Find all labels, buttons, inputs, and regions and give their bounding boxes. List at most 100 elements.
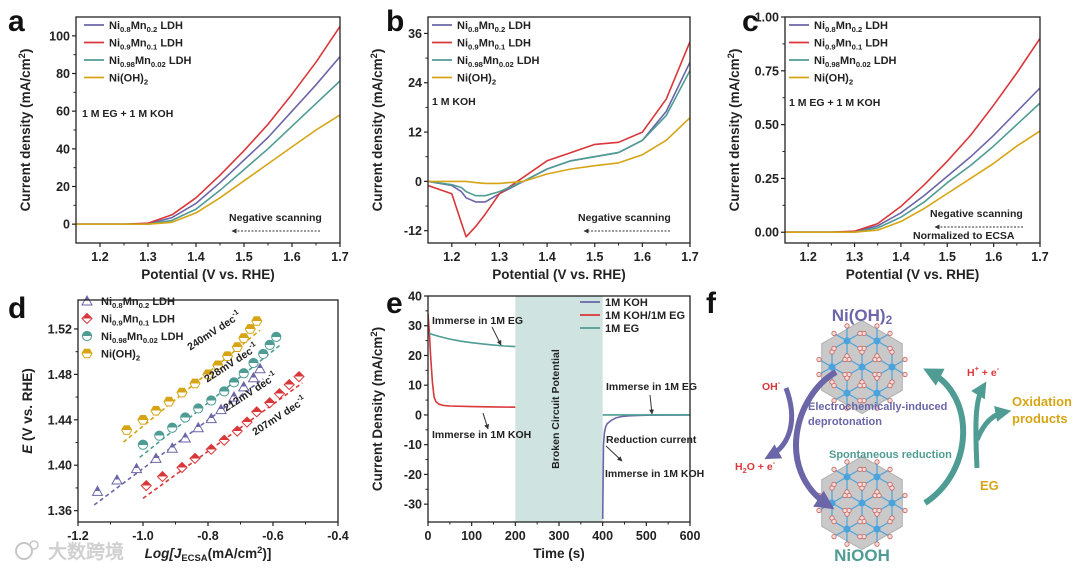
panel-letter: d	[8, 292, 26, 325]
x-tick-label: 1.6	[985, 250, 1002, 264]
panel-b: b 1.2 1.3 1.4 1.5 1.6 1.7 -12 0 12 24 36 Potential (…	[369, 5, 699, 282]
circle-marker	[238, 368, 249, 379]
annotation: 1 M KOH	[432, 96, 476, 108]
legend-label: 1M EG	[605, 323, 639, 335]
oxygen-atom	[844, 375, 850, 381]
series-line	[428, 117, 690, 185]
oxygen-atom	[844, 511, 850, 517]
x-tick-label: 1.6	[634, 250, 651, 264]
legend-label: Ni0.9​Mn0.1​ LDH	[101, 314, 175, 328]
oxygen-atom	[831, 533, 837, 540]
diamond-marker	[231, 425, 243, 437]
eg-label: EG	[980, 478, 999, 493]
x-tick-label: -0.4	[327, 529, 349, 543]
oxygen-atom	[816, 356, 822, 363]
series-line	[601, 414, 690, 520]
y-axis-label: Current density (mA/cm2​)	[726, 49, 742, 212]
oxygen-atom	[902, 356, 908, 363]
oxygen-atom	[874, 375, 880, 381]
triangle-marker	[192, 421, 205, 433]
annotation-arrow	[649, 394, 655, 415]
oxygen-atom	[887, 518, 893, 525]
oxygen-atom	[874, 541, 880, 547]
ni-oh2-label: Ni(OH)2​	[832, 306, 893, 327]
hexagon-marker	[221, 351, 234, 361]
oxygen-atom	[844, 489, 850, 495]
x-tick-label: 1.4	[187, 250, 204, 264]
y-tick-label: 0.50	[755, 118, 779, 132]
oh-label: OH-​	[762, 378, 781, 393]
watermark-icon	[15, 542, 33, 560]
hexagon-marker	[163, 396, 175, 407]
y-tick-label: -10	[404, 438, 422, 452]
legend-label: 1M KOH	[605, 297, 648, 309]
oxygen-atom	[887, 345, 893, 351]
y-tick-label: 24	[408, 76, 422, 90]
triangle-marker	[247, 371, 260, 383]
oxygen-atom	[902, 492, 908, 499]
triangle-marker	[215, 403, 227, 415]
oxygen-atom	[831, 466, 837, 472]
y-tick-label: 1.52	[48, 322, 72, 336]
oxygen-atom	[831, 397, 837, 404]
y-axis-label: Current density (mA/cm2​)	[369, 49, 385, 212]
annotation: Negative scanning	[930, 208, 1023, 220]
diamond-marker	[283, 378, 295, 391]
y-tick-label: 60	[56, 105, 70, 119]
watermark-text: 大数跨境	[48, 540, 124, 563]
nickel-atom	[873, 525, 881, 533]
eg-to-products-arrow	[974, 406, 1012, 441]
circle-marker	[248, 357, 259, 369]
plot-frame	[75, 16, 341, 244]
oxygen-atom	[874, 405, 880, 411]
diamond-marker	[241, 416, 253, 428]
legend-label: Ni(OH)2​	[109, 73, 148, 87]
x-tick-label: 600	[680, 529, 701, 543]
y-tick-label: 30	[408, 319, 422, 333]
plot-area	[428, 313, 690, 520]
series-line	[428, 313, 516, 408]
y-tick-label: 10	[408, 379, 422, 393]
diamond-marker	[176, 461, 188, 474]
nickel-atom	[828, 499, 836, 507]
oxygen-atom	[831, 345, 837, 351]
series-line	[428, 41, 690, 238]
x-tick-label: 400	[592, 529, 613, 543]
x-tick-label: 1.5	[939, 250, 956, 264]
niooh-label: NiOOH	[834, 546, 890, 565]
oxygen-atom	[874, 323, 880, 329]
circle-marker	[193, 403, 204, 414]
plot-frame	[784, 16, 1041, 244]
x-axis-label: Time (s)	[533, 546, 585, 561]
annotation-arrow	[605, 445, 623, 462]
legend-label: Ni(OH)2​	[814, 73, 853, 87]
eg-to-h-arrow	[971, 381, 987, 469]
spontaneous-reduction-label: Spontaneous reduction	[829, 449, 952, 461]
nioh2-lattice-icon	[816, 319, 908, 415]
hexagon-marker	[176, 387, 188, 398]
y-tick-label: 40	[408, 290, 422, 304]
triangle-marker	[166, 442, 179, 453]
y-axis-label: E (V vs. RHE)	[20, 368, 35, 454]
y-tick-label: 12	[408, 126, 422, 140]
x-axis-label: Potential (V vs. RHE)	[492, 267, 626, 282]
x-tick-label: 1.7	[681, 250, 698, 264]
x-tick-label: 1.4	[538, 250, 555, 264]
shaded-region	[515, 296, 603, 522]
oxygen-atom	[857, 330, 863, 336]
h2o-label: H2​O + e-​	[735, 458, 776, 475]
niooh-lattice-icon	[816, 455, 908, 551]
x-tick-label: -0.6	[262, 529, 284, 543]
plot-area	[76, 25, 340, 225]
annotation: Reduction current	[606, 434, 697, 446]
legend-label: Ni0.9​Mn0.1​ LDH	[457, 38, 531, 52]
legend-label: Ni0.8​Mn0.2​ LDH	[109, 20, 183, 34]
x-axis-label: Potential (V vs. RHE)	[846, 267, 980, 282]
triangle-marker	[205, 412, 218, 424]
oxygen-atom	[857, 466, 863, 472]
diamond-marker	[205, 443, 217, 456]
diamond-marker	[293, 370, 305, 383]
x-tick-label: 1.2	[91, 250, 108, 264]
x-tick-label: 0	[425, 529, 432, 543]
